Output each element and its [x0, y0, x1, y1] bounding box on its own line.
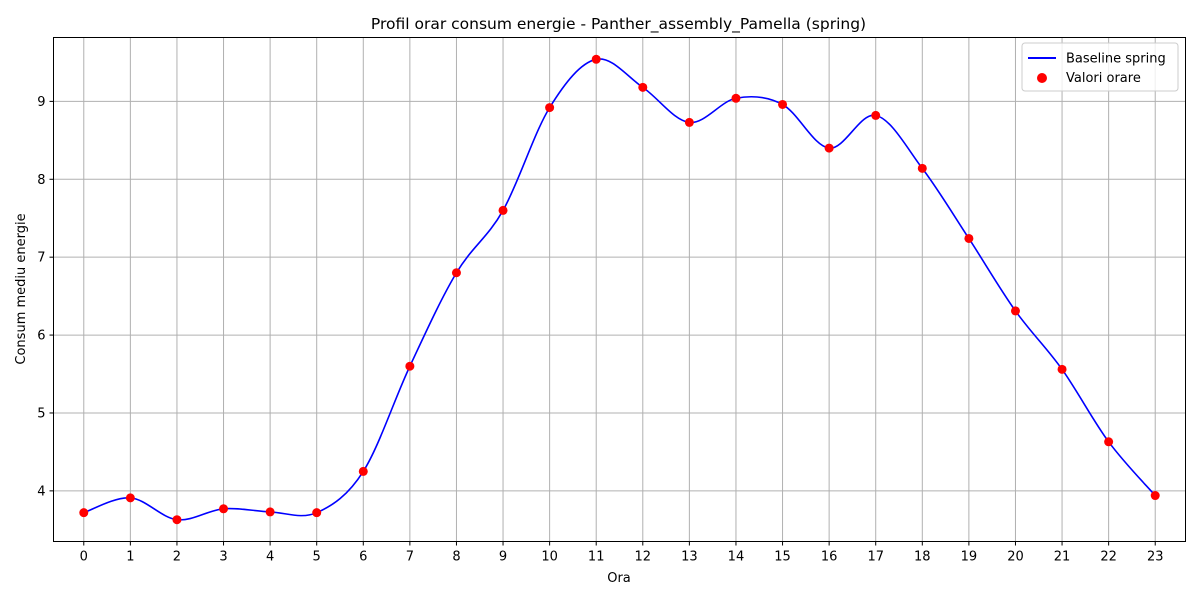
- hourly-point: [731, 93, 741, 103]
- x-tick-label: 13: [681, 550, 698, 565]
- x-tick-label: 10: [541, 550, 558, 565]
- grid-lines: [53, 37, 1186, 542]
- baseline-line: [83, 58, 1156, 521]
- hourly-point: [1057, 364, 1067, 374]
- y-tick-label: 5: [37, 406, 45, 421]
- hourly-point: [1010, 306, 1020, 316]
- hourly-point: [591, 54, 601, 64]
- y-tick-label: 6: [37, 329, 45, 344]
- x-tick-label: 17: [867, 550, 884, 565]
- hourly-point: [778, 99, 788, 109]
- y-tick-label: 9: [37, 95, 45, 110]
- x-tick-label: 11: [588, 550, 605, 565]
- legend: Baseline spring Valori orare: [1021, 42, 1179, 92]
- series-layer: [79, 54, 1160, 525]
- hourly-point: [871, 110, 881, 120]
- hourly-point: [172, 515, 182, 525]
- y-tick-label: 8: [37, 173, 45, 188]
- y-tick-label: 4: [37, 484, 45, 499]
- y-axis-label: Consum mediu energie: [14, 213, 29, 364]
- hourly-point: [358, 466, 368, 476]
- x-tick-label: 2: [173, 550, 181, 565]
- hourly-point: [545, 103, 555, 113]
- x-tick-label: 12: [635, 550, 652, 565]
- x-tick-label: 23: [1147, 550, 1164, 565]
- x-tick-label: 8: [452, 550, 460, 565]
- y-axis-ticks: 4 5 6 7 8 9: [37, 95, 54, 499]
- x-tick-label: 0: [80, 550, 88, 565]
- x-axis-label: Ora: [607, 571, 631, 586]
- legend-dot-swatch: [1037, 73, 1047, 83]
- x-axis-ticks: 0 1 2 3 4 5 6 7 8 9 10 11 12 13 14 15 16 17 18 19 20 21 22 23: [80, 541, 1164, 565]
- legend-box: [1021, 42, 1179, 92]
- hourly-point: [312, 508, 322, 518]
- hourly-point: [917, 163, 927, 173]
- x-tick-label: 15: [774, 550, 791, 565]
- hourly-point: [79, 508, 89, 518]
- x-tick-label: 7: [406, 550, 414, 565]
- hourly-point: [405, 361, 415, 371]
- plot-frame: [53, 37, 1186, 542]
- hourly-point: [219, 504, 229, 514]
- x-tick-label: 3: [219, 550, 227, 565]
- hourly-point: [964, 233, 974, 243]
- y-tick-label: 7: [37, 251, 45, 266]
- x-tick-label: 5: [313, 550, 321, 565]
- x-tick-label: 22: [1100, 550, 1117, 565]
- x-tick-label: 16: [821, 550, 838, 565]
- x-tick-label: 20: [1007, 550, 1024, 565]
- legend-label-hourly: Valori orare: [1066, 71, 1141, 86]
- hourly-point: [638, 82, 648, 92]
- x-tick-label: 1: [126, 550, 134, 565]
- x-tick-label: 6: [359, 550, 367, 565]
- hourly-point: [824, 143, 834, 153]
- x-tick-label: 14: [728, 550, 745, 565]
- chart-title: Profil orar consum energie - Panther_ass…: [371, 15, 866, 34]
- x-tick-label: 9: [499, 550, 507, 565]
- hourly-point: [1150, 491, 1160, 501]
- hourly-point: [451, 268, 461, 278]
- x-tick-label: 19: [961, 550, 978, 565]
- hourly-point: [684, 117, 694, 127]
- hourly-point: [265, 507, 275, 517]
- hourly-point: [125, 493, 135, 503]
- hourly-point: [498, 205, 508, 215]
- x-tick-label: 4: [266, 550, 274, 565]
- legend-label-baseline: Baseline spring: [1066, 52, 1166, 67]
- x-tick-label: 21: [1054, 550, 1071, 565]
- hourly-point: [1104, 437, 1114, 447]
- x-tick-label: 18: [914, 550, 931, 565]
